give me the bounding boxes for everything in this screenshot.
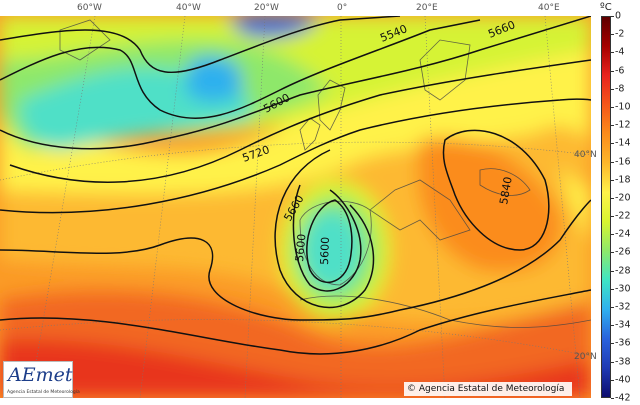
colorbar-tick-mark <box>611 343 614 345</box>
latitude-label: 20°N <box>574 352 597 362</box>
colorbar-tick-label: -42 <box>615 392 631 404</box>
colorbar-tick-mark <box>611 88 614 90</box>
logo-text: AEmet <box>8 364 73 386</box>
longitude-label: 40°W <box>176 3 201 13</box>
geopotential-contours <box>0 16 591 355</box>
colorbar-tick-mark <box>611 161 614 163</box>
colorbar-tick-label: -30 <box>615 283 631 295</box>
longitude-label: 40°E <box>538 3 560 13</box>
colorbar-tick-mark <box>611 143 614 145</box>
colorbar-tick-label: -2 <box>615 28 625 40</box>
colorbar <box>601 16 611 398</box>
latitude-label: 40°N <box>574 150 597 160</box>
coastlines <box>59 19 591 328</box>
colorbar-tick-label: -6 <box>615 65 625 77</box>
colorbar-tick-mark <box>611 252 614 254</box>
colorbar-tick-label: -24 <box>615 228 631 240</box>
colorbar-tick-label: -32 <box>615 301 631 313</box>
longitude-label: 60°W <box>77 3 102 13</box>
logo-subtitle: Agencia Estatal de Meteorología <box>7 390 80 395</box>
colorbar-tick-mark <box>611 125 614 127</box>
colorbar-tick-mark <box>611 70 614 72</box>
colorbar-tick-label: -36 <box>615 337 631 349</box>
colorbar-tick-mark <box>611 270 614 272</box>
colorbar-tick-mark <box>611 379 614 381</box>
colorbar-tick-label: -12 <box>615 119 631 131</box>
colorbar-tick-mark <box>611 216 614 218</box>
colorbar-tick-mark <box>611 398 614 399</box>
colorbar-tick-mark <box>611 34 614 36</box>
colorbar-tick-label: -14 <box>615 137 631 149</box>
colorbar-tick-label: -38 <box>615 356 631 368</box>
colorbar-tick-label: -8 <box>615 83 625 95</box>
contour-label: 5600 <box>293 233 308 262</box>
longitude-label: 20°E <box>416 3 438 13</box>
colorbar-tick-mark <box>611 52 614 54</box>
colorbar-tick-mark <box>611 179 614 181</box>
colorbar-tick-mark <box>611 106 614 108</box>
colorbar-tick-mark <box>611 288 614 290</box>
colorbar-tick-label: 0 <box>615 10 622 22</box>
colorbar-tick-mark <box>611 361 614 363</box>
colorbar-tick-label: -16 <box>615 156 631 168</box>
aemet-logo: AEmet Agencia Estatal de Meteorología <box>3 361 80 398</box>
colorbar-tick-label: -4 <box>615 46 625 58</box>
temperature-map: 5540 5660 5600 5720 5660 5600 5600 5840 <box>0 16 591 398</box>
colorbar-tick-label: -28 <box>615 265 631 277</box>
colorbar-tick-label: -34 <box>615 319 631 331</box>
colorbar-tick-label: -26 <box>615 246 631 258</box>
contour-label: 5840 <box>497 176 515 206</box>
contour-label: 5600 <box>318 237 332 265</box>
colorbar-tick-label: -20 <box>615 192 631 204</box>
colorbar-tick-mark <box>611 16 614 17</box>
colorbar-tick-label: -18 <box>615 174 631 186</box>
colorbar-tick-mark <box>611 307 614 309</box>
colorbar-tick-label: -10 <box>615 101 631 113</box>
colorbar-tick-mark <box>611 197 614 199</box>
colorbar-unit: ºC <box>600 2 612 13</box>
graticule <box>0 16 591 398</box>
colorbar-tick-label: -22 <box>615 210 631 222</box>
longitude-label: 20°W <box>254 3 279 13</box>
map-svg: 5540 5660 5600 5720 5660 5600 5600 5840 <box>0 16 591 398</box>
colorbar-tick-mark <box>611 234 614 236</box>
colorbar-tick-mark <box>611 325 614 327</box>
copyright-notice: © Agencia Estatal de Meteorología <box>404 382 572 396</box>
longitude-label: 0° <box>337 3 348 13</box>
colorbar-tick-label: -40 <box>615 374 631 386</box>
